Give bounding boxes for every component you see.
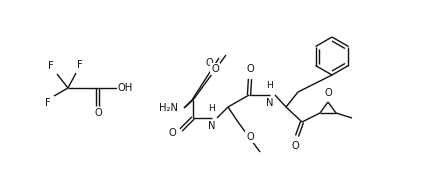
Text: F: F (77, 60, 83, 70)
Text: H₂N: H₂N (159, 103, 178, 113)
Text: H: H (267, 81, 273, 90)
Text: N: N (266, 98, 274, 108)
Text: O: O (205, 58, 213, 68)
Text: N: N (208, 121, 216, 131)
Text: F: F (45, 98, 51, 108)
Text: O: O (168, 128, 176, 138)
Text: O: O (324, 88, 332, 98)
Text: OH: OH (117, 83, 133, 93)
Text: O: O (94, 108, 102, 118)
Text: O: O (246, 64, 254, 74)
Text: O: O (246, 132, 254, 142)
Text: O: O (291, 141, 299, 151)
Text: F: F (48, 61, 54, 71)
Text: O: O (211, 64, 219, 74)
Text: H: H (208, 104, 216, 113)
